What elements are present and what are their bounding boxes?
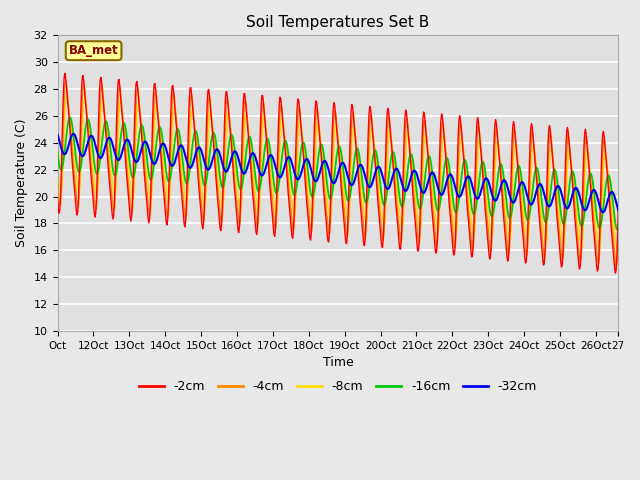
Text: BA_met: BA_met [68, 44, 118, 57]
Legend: -2cm, -4cm, -8cm, -16cm, -32cm: -2cm, -4cm, -8cm, -16cm, -32cm [134, 375, 542, 398]
X-axis label: Time: Time [323, 356, 353, 369]
Y-axis label: Soil Temperature (C): Soil Temperature (C) [15, 119, 28, 247]
Title: Soil Temperatures Set B: Soil Temperatures Set B [246, 15, 429, 30]
